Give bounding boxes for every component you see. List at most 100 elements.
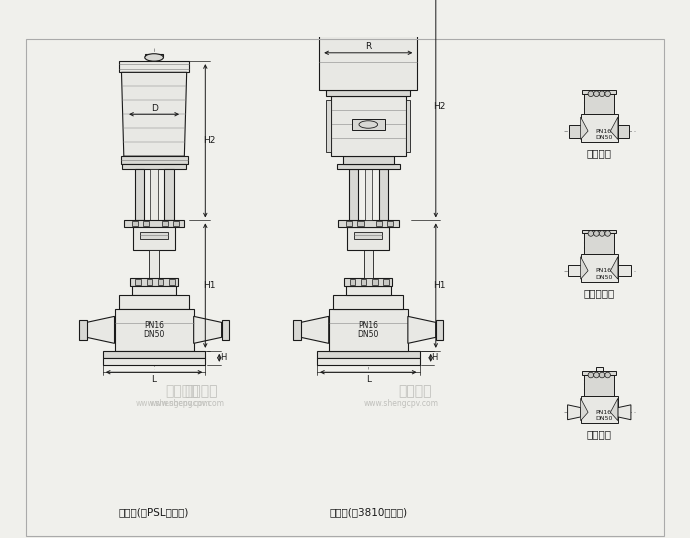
Polygon shape [194,316,221,343]
Text: DN50: DN50 [357,330,379,339]
Polygon shape [611,398,618,421]
Circle shape [599,372,605,378]
Bar [595,366,603,371]
Text: 螺纹连接: 螺纹连接 [586,148,612,158]
Bar [135,169,144,221]
Text: PN16: PN16 [596,129,612,133]
Polygon shape [568,405,580,420]
Polygon shape [121,72,187,156]
Bar [317,358,420,365]
Bar [145,54,164,58]
Polygon shape [408,316,436,343]
Bar [132,286,177,295]
Text: DN50: DN50 [144,330,165,339]
Bar [150,250,159,278]
Bar [357,221,364,226]
Text: DN50: DN50 [595,135,613,140]
Circle shape [605,372,611,378]
Polygon shape [580,117,588,139]
Circle shape [593,372,599,378]
Text: H2: H2 [433,102,446,111]
Text: 晟昌阀门: 晟昌阀门 [398,384,432,398]
Bar [79,320,86,340]
Bar [584,94,614,114]
Text: L: L [152,375,157,384]
Polygon shape [86,316,115,343]
Text: H2: H2 [203,136,215,145]
Polygon shape [611,257,618,279]
Bar [361,279,366,285]
Bar [569,124,580,138]
Text: www.shengcpv.com: www.shengcpv.com [135,399,210,408]
Bar [158,279,164,285]
Text: DN50: DN50 [595,416,613,421]
Bar [348,169,358,221]
Bar [143,221,150,226]
Bar [580,254,618,282]
Bar [364,0,372,16]
Bar [436,320,443,340]
Bar [115,309,194,351]
Bar [161,221,168,226]
Text: PN16: PN16 [596,410,612,415]
Text: 承插焊连接: 承插焊连接 [584,288,615,298]
Circle shape [593,231,599,236]
Bar [103,358,206,365]
Polygon shape [301,316,328,343]
Bar [618,124,629,138]
Circle shape [599,231,605,236]
Bar [568,265,580,277]
Text: H1: H1 [433,281,446,290]
Bar [103,351,206,358]
Bar [582,371,616,375]
Bar [122,164,186,169]
Bar [580,114,618,142]
Text: H: H [431,353,437,362]
Bar [346,221,353,226]
Bar [406,100,410,152]
Polygon shape [618,405,631,420]
Text: 低温型(配3810执行器): 低温型(配3810执行器) [329,507,407,517]
Bar [618,265,631,277]
Polygon shape [580,257,588,279]
Bar [580,395,618,423]
Text: D: D [150,104,157,113]
Bar [347,227,389,250]
Bar [150,169,158,221]
Text: 对焊连接: 对焊连接 [586,430,612,440]
Bar [337,164,400,169]
Bar [169,279,175,285]
Text: PN16: PN16 [596,268,612,273]
Bar [121,156,188,164]
Circle shape [599,91,605,96]
Bar [354,231,382,239]
Polygon shape [611,117,618,139]
Bar [372,279,377,285]
Text: DN50: DN50 [595,275,613,280]
Bar [221,320,229,340]
Polygon shape [580,398,588,421]
Bar [331,96,406,156]
Text: 低温型(配PSL执行器): 低温型(配PSL执行器) [119,507,189,517]
Bar [333,295,403,309]
Circle shape [593,91,599,96]
Bar [130,278,178,286]
Polygon shape [319,16,417,30]
Bar [328,309,408,351]
Ellipse shape [359,121,377,128]
Text: PN16: PN16 [144,321,164,330]
Bar [319,16,417,90]
Circle shape [605,91,611,96]
Bar [338,221,399,227]
Text: www.shengcpv.com: www.shengcpv.com [149,399,224,408]
Bar [582,90,616,94]
Text: H1: H1 [203,281,215,290]
Circle shape [588,91,593,96]
Bar [124,221,184,227]
Text: www.shengcpv.com: www.shengcpv.com [364,399,438,408]
Text: 晟昌阀门: 晟昌阀门 [166,384,199,398]
Bar [326,90,410,96]
Bar [364,250,373,278]
Text: L: L [366,375,371,384]
Text: PN16: PN16 [358,321,378,330]
